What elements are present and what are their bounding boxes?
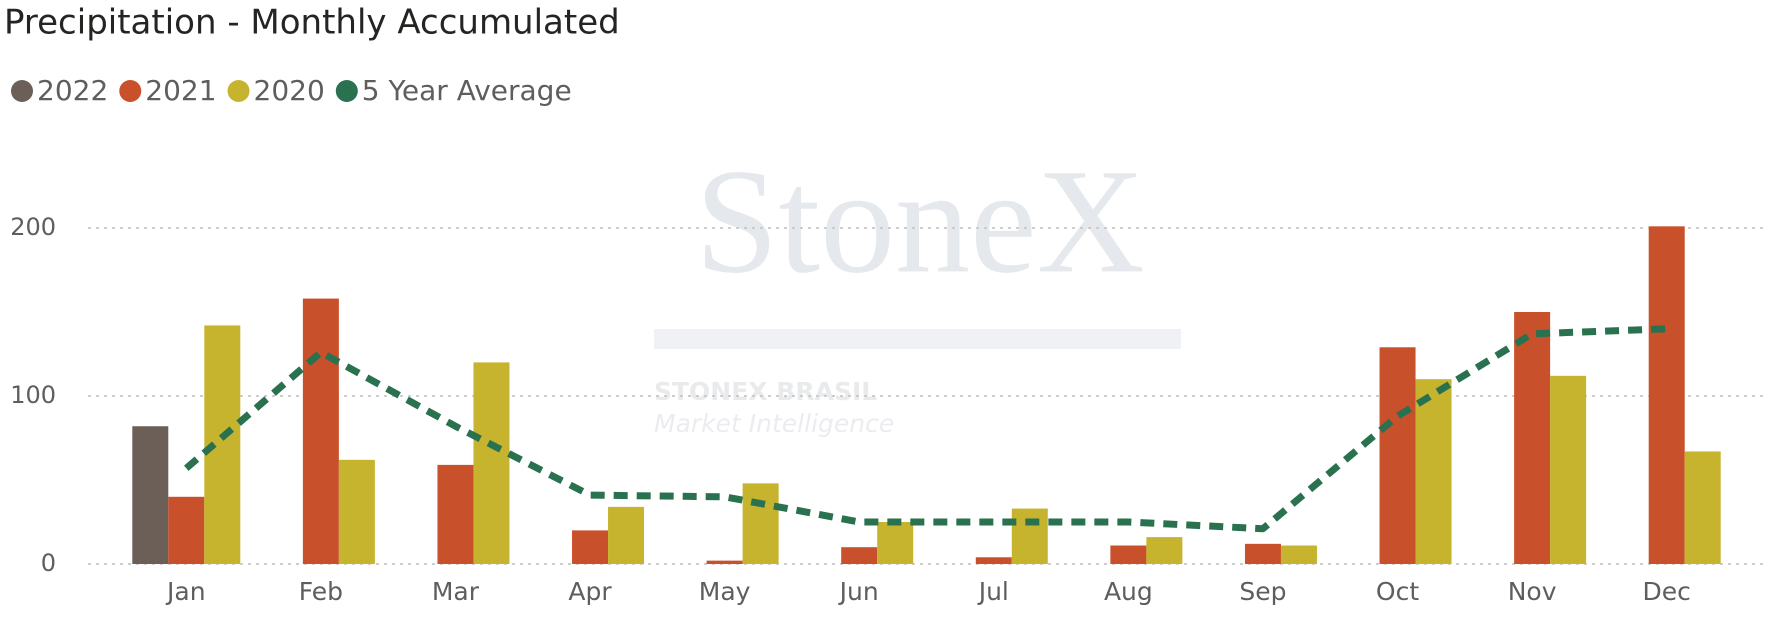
bar	[168, 496, 205, 564]
bar	[1146, 537, 1183, 564]
bar	[473, 362, 510, 564]
x-tick-label: Mar	[432, 577, 480, 606]
bar	[608, 506, 645, 564]
bar	[975, 557, 1012, 564]
legend-label: 2020	[254, 74, 325, 107]
bar	[572, 530, 609, 564]
bar	[841, 547, 878, 564]
x-tick-label: Jan	[165, 577, 206, 606]
watermark-line2: Market Intelligence	[654, 409, 894, 438]
watermark: StoneX STONEX BRASIL Market Intelligence	[654, 138, 1181, 438]
bar	[1011, 508, 1048, 564]
x-tick-label: Aug	[1104, 577, 1153, 606]
legend-swatch	[119, 80, 142, 102]
bar	[302, 298, 339, 564]
watermark-band	[654, 329, 1181, 349]
chart-title: Precipitation - Monthly Accumulated	[4, 3, 620, 43]
x-tick-label: Jul	[977, 577, 1009, 606]
bar	[742, 483, 779, 564]
x-tick-label: Sep	[1239, 577, 1286, 606]
x-tick-label: Apr	[568, 577, 612, 606]
bar	[1684, 451, 1721, 564]
legend-label: 2022	[37, 74, 108, 107]
bar	[338, 459, 375, 564]
bar	[706, 560, 743, 564]
bar	[1648, 226, 1685, 564]
watermark-brand: StoneX	[695, 138, 1145, 304]
x-tick-label: May	[699, 577, 751, 606]
x-tick-label: Oct	[1376, 577, 1419, 606]
bar	[1379, 347, 1416, 564]
x-tick-label: Dec	[1643, 577, 1691, 606]
x-tick-label: Nov	[1508, 577, 1557, 606]
watermark-line1: STONEX BRASIL	[654, 377, 877, 406]
y-tick-label: 0	[41, 549, 56, 577]
bar	[1244, 543, 1281, 564]
legend-swatch	[227, 80, 250, 102]
bar	[437, 464, 474, 564]
bar	[132, 426, 169, 564]
legend-label: 5 Year Average	[362, 74, 572, 107]
y-tick-label: 100	[10, 381, 56, 409]
y-tick-label: 200	[10, 213, 56, 241]
bar	[1514, 312, 1551, 564]
x-tick-label: Feb	[299, 577, 343, 606]
bar	[1415, 379, 1452, 564]
legend: 2022 2021 2020 5 Year Average	[11, 74, 572, 107]
bar	[1110, 545, 1147, 564]
bar	[877, 522, 914, 564]
legend-swatch	[11, 80, 33, 102]
line	[184, 325, 1667, 533]
x-tick-label: Jun	[838, 577, 879, 606]
legend-label: 2021	[145, 74, 216, 107]
bar	[1280, 545, 1317, 564]
legend-swatch	[335, 80, 358, 102]
bar	[1550, 375, 1587, 564]
